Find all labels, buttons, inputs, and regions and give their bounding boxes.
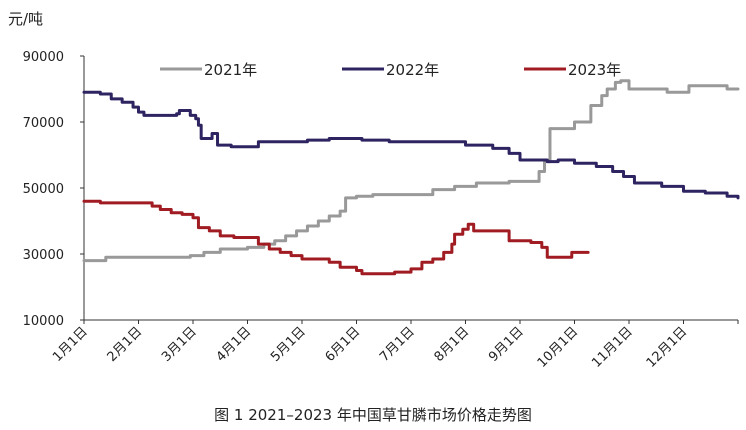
series-line-1: [82, 79, 740, 263]
chart-axes: [83, 56, 738, 321]
series-line-2: [82, 90, 740, 200]
x-tick-label: 10月1日: [535, 324, 582, 371]
y-tick-label: 90000: [23, 50, 64, 65]
x-tick-label: 3月1日: [159, 324, 200, 365]
x-tick-label: 11月1日: [589, 324, 636, 371]
x-axis-ticks: 1月1日 2月1日 3月1日 4月1日 5月1日 6月1日 7月1日 8月1日 9月1日 10月1…: [50, 320, 739, 371]
x-tick-label: 6月1日: [323, 324, 364, 365]
y-axis-unit-label: 元/吨: [8, 10, 44, 28]
x-tick-label: 4月1日: [214, 324, 255, 365]
y-tick-label: 10000: [23, 314, 64, 329]
legend-label: 2022年: [386, 61, 439, 79]
chart-legend: 2021年 2022年 2023年: [160, 61, 621, 79]
figure-caption: 图 1 2021–2023 年中国草甘膦市场价格走势图: [214, 406, 532, 424]
y-tick-label: 50000: [23, 182, 64, 197]
legend-label: 2021年: [204, 61, 257, 79]
chart-series: [82, 79, 740, 276]
legend-label: 2023年: [568, 61, 621, 79]
series-line-3: [82, 199, 590, 276]
x-tick-label: 5月1日: [268, 324, 309, 365]
x-tick-label: 7月1日: [377, 324, 418, 365]
x-tick-label: 2月1日: [105, 324, 146, 365]
y-tick-label: 30000: [23, 248, 64, 263]
x-tick-label: 12月1日: [644, 324, 691, 371]
x-tick-label: 9月1日: [486, 324, 527, 365]
x-tick-label: 1月1日: [50, 324, 91, 365]
y-axis-ticks: 90000 70000 50000 30000 10000: [23, 50, 84, 329]
x-tick-label: 8月1日: [432, 324, 473, 365]
y-tick-label: 70000: [23, 116, 64, 131]
